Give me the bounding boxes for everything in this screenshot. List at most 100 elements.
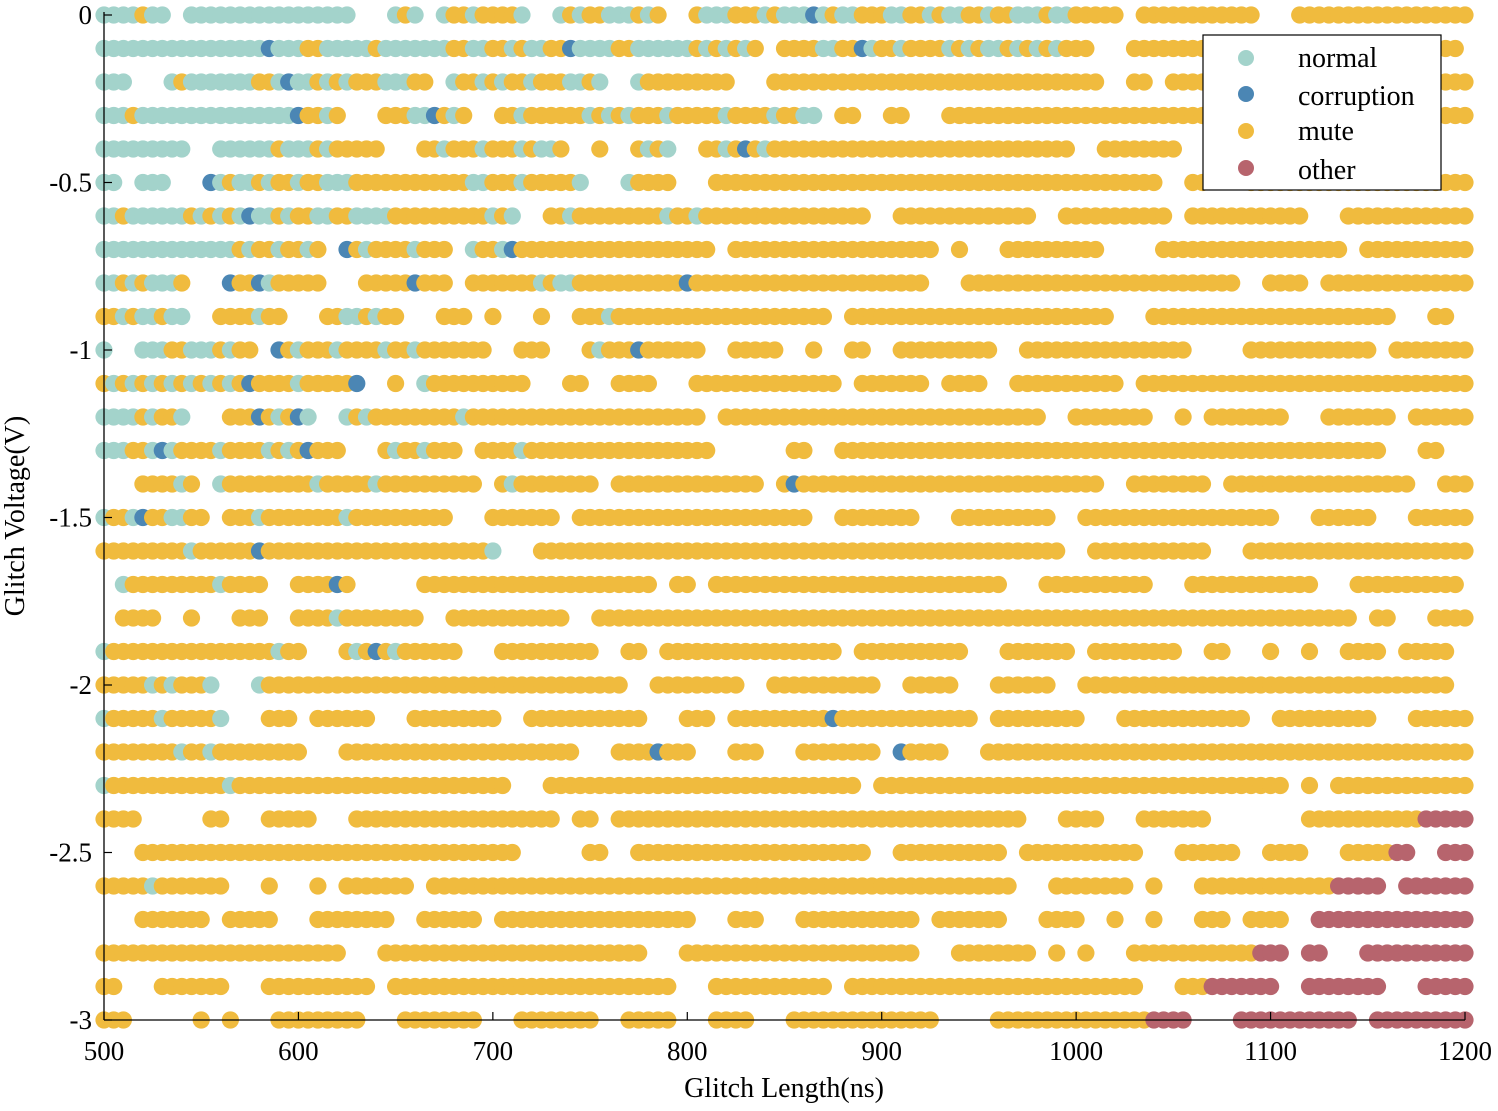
point-mute <box>445 642 463 661</box>
point-normal <box>591 73 609 91</box>
x-tick-label: 1000 <box>1049 1036 1103 1066</box>
point-mute <box>484 307 502 326</box>
point-mute <box>309 877 327 895</box>
point-mute <box>173 274 191 292</box>
point-mute <box>591 843 609 862</box>
point-mute <box>474 341 492 359</box>
point-mute <box>435 274 453 292</box>
point-mute <box>1300 642 1319 661</box>
x-tick-label: 700 <box>473 1036 514 1066</box>
point-mute <box>1437 676 1455 694</box>
point-mute <box>1048 542 1066 560</box>
point-mute <box>464 910 482 929</box>
point-mute <box>1067 910 1085 929</box>
point-mute <box>435 508 453 527</box>
point-normal <box>114 73 132 91</box>
legend-label-mute: mute <box>1298 116 1354 147</box>
point-mute <box>105 977 123 996</box>
point-mute <box>941 676 959 694</box>
point-mute <box>1437 642 1455 661</box>
point-mute <box>581 810 599 828</box>
point-mute <box>717 73 735 91</box>
point-mute <box>250 609 269 627</box>
point-mute <box>931 743 949 761</box>
point-mute <box>1339 609 1357 627</box>
point-mute <box>980 341 998 359</box>
point-mute <box>795 441 813 460</box>
point-other <box>1456 910 1474 929</box>
point-mute <box>1456 475 1474 493</box>
point-mute <box>1213 642 1231 661</box>
legend-marker-other <box>1238 160 1254 176</box>
point-mute <box>1077 39 1095 58</box>
point-mute <box>1057 140 1075 158</box>
point-mute <box>1300 575 1319 594</box>
point-mute <box>1009 810 1027 828</box>
point-mute <box>844 106 862 125</box>
point-mute <box>989 843 1008 862</box>
point-normal <box>484 542 502 560</box>
point-mute <box>912 374 930 393</box>
point-mute <box>902 910 920 929</box>
point-mute <box>1087 810 1105 828</box>
point-mute <box>513 374 531 393</box>
point-mute <box>1106 6 1124 24</box>
point-mute <box>853 207 871 225</box>
point-mute <box>1135 408 1153 426</box>
point-normal <box>202 676 220 694</box>
legend-marker-normal <box>1238 50 1254 66</box>
x-tick-label: 800 <box>667 1036 708 1066</box>
point-mute <box>328 106 346 125</box>
point-mute <box>1456 341 1474 359</box>
point-mute <box>299 810 317 828</box>
point-mute <box>746 475 764 493</box>
point-mute <box>1125 843 1144 862</box>
point-mute <box>182 609 201 627</box>
x-tick-label: 600 <box>278 1036 319 1066</box>
point-normal <box>805 106 823 125</box>
point-mute <box>1262 508 1280 527</box>
point-normal <box>173 307 191 326</box>
point-other <box>1456 877 1474 895</box>
point-mute <box>1164 140 1182 158</box>
point-mute <box>406 609 424 627</box>
point-mute <box>1038 508 1056 527</box>
point-mute <box>1456 274 1474 292</box>
y-tick-label: -2.5 <box>49 838 92 868</box>
point-mute <box>1456 6 1474 24</box>
point-mute <box>1145 910 1163 929</box>
point-mute <box>494 776 512 795</box>
point-mute <box>396 877 414 895</box>
point-normal <box>571 173 589 192</box>
point-mute <box>571 374 589 393</box>
point-mute <box>1378 408 1396 426</box>
point-mute <box>552 609 570 627</box>
y-tick-label: -3 <box>70 1005 93 1035</box>
point-mute <box>1456 508 1474 527</box>
point-mute <box>562 743 580 761</box>
point-mute <box>591 140 609 158</box>
point-normal <box>153 6 171 24</box>
point-mute <box>1437 307 1455 326</box>
point-mute <box>484 709 502 728</box>
point-other <box>1368 977 1387 996</box>
point-mute <box>1271 776 1289 795</box>
legend-label-corruption: corruption <box>1298 81 1415 112</box>
point-mute <box>902 508 920 527</box>
point-normal <box>659 140 677 158</box>
point-mute <box>1456 609 1474 627</box>
point-mute <box>542 508 560 527</box>
x-tick-label: 1100 <box>1244 1036 1297 1066</box>
point-mute <box>1291 843 1309 862</box>
point-normal <box>513 6 531 24</box>
point-mute <box>309 274 327 292</box>
point-mute <box>902 944 920 962</box>
point-mute <box>182 475 201 493</box>
point-mute <box>338 575 356 594</box>
point-mute <box>1135 575 1153 594</box>
point-mute <box>377 910 395 929</box>
point-mute <box>649 6 667 24</box>
point-mute <box>357 709 376 728</box>
point-mute <box>192 508 210 527</box>
point-mute <box>659 173 677 192</box>
